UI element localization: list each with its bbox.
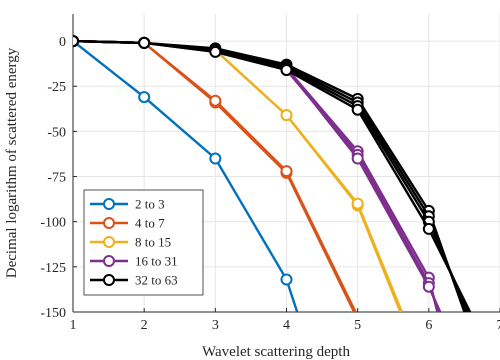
y-tick-label: -75 [47,171,66,186]
data-point [73,35,79,48]
data-point [138,36,151,49]
legend: 2 to 3 4 to 7 8 to 15 16 to 31 32 to 63 [83,189,204,296]
legend-label: 4 to 7 [135,216,165,231]
data-point [351,152,364,165]
data-point [209,94,222,107]
data-point [138,91,151,104]
data-point [422,222,435,235]
legend-label: 16 to 31 [135,254,178,269]
data-point [209,45,222,58]
data-point [280,109,293,122]
x-tick-label: 2 [141,318,148,333]
data-point [280,273,293,286]
x-tick-label: 6 [425,318,432,333]
data-point [351,197,364,210]
y-tick-label: -50 [47,125,66,140]
y-tick-label: -150 [40,306,66,321]
data-point [209,152,222,165]
x-tick-label: 4 [283,318,290,333]
legend-swatch-marker [103,217,115,229]
y-axis-label: Decimal logarithm of scattered energy [4,47,20,278]
legend-label: 2 to 3 [135,197,165,212]
y-tick-label: 0 [59,35,66,50]
legend-label: 32 to 63 [135,273,178,288]
legend-swatch-marker [103,255,115,267]
x-tick-label: 5 [354,318,361,333]
tick-labels: 1 2 3 4 5 6 7 0 -25 -50 -75 -100 -125 -150 [40,35,500,333]
y-tick-label: -25 [47,80,66,95]
data-point [280,165,293,178]
legend-label: 8 to 15 [135,235,171,250]
legend-swatch-marker [103,198,115,210]
data-point [351,103,364,116]
x-tick-label: 7 [497,318,500,333]
y-tick-label: -100 [40,216,66,231]
x-tick-label: 1 [70,318,77,333]
data-point [280,63,293,76]
series-layer [73,35,472,312]
data-point [422,280,435,293]
x-tick-label: 3 [212,318,219,333]
legend-swatch-marker [103,236,115,248]
series-32-to-63 [73,35,472,312]
x-axis-label: Wavelet scattering depth [202,344,350,360]
y-tick-label: -125 [40,261,66,276]
legend-swatch-marker [103,274,115,286]
